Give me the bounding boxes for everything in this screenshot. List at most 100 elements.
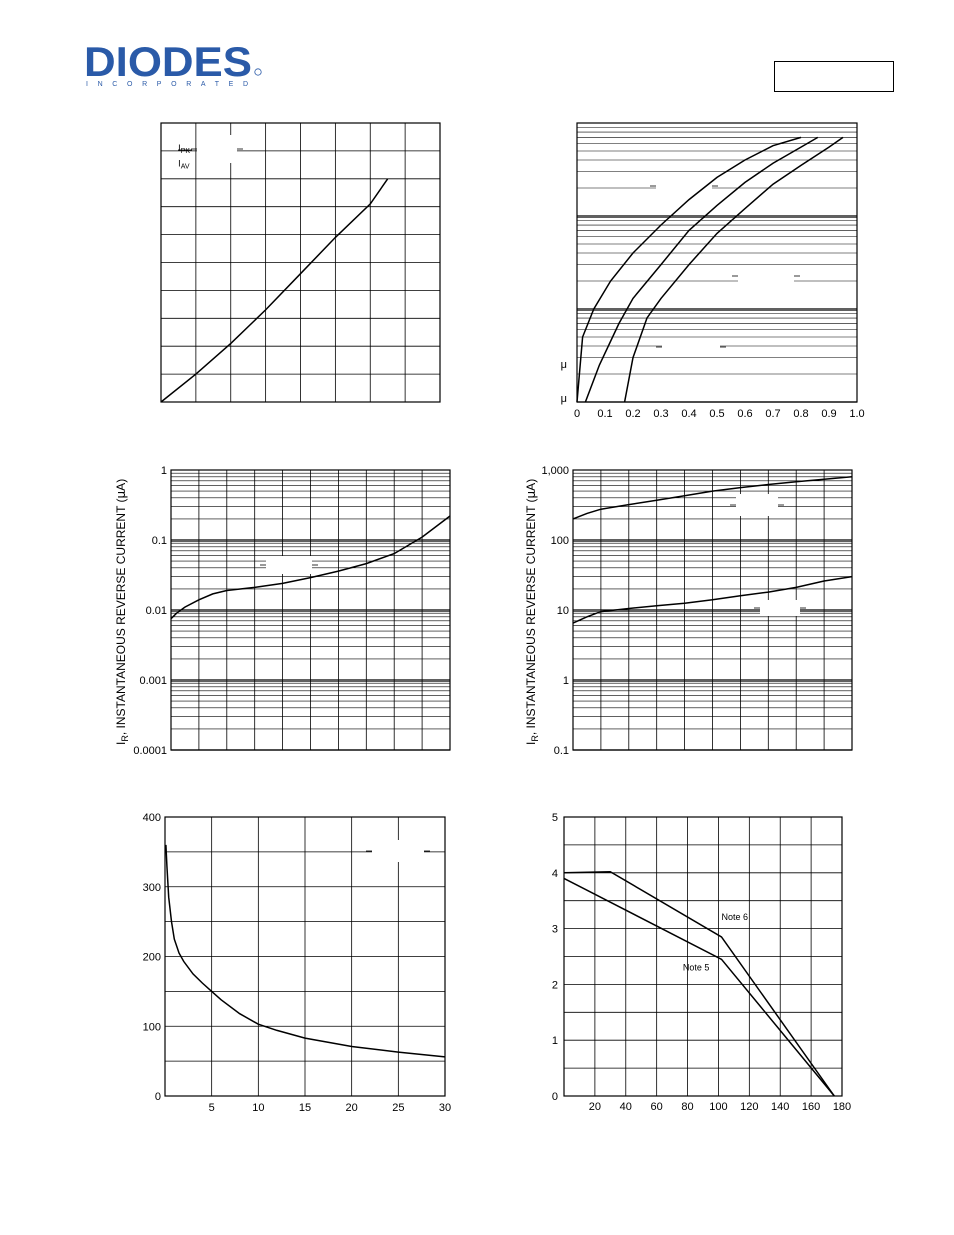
plot-frame — [563, 816, 843, 1097]
diodes-logo: DIODES INCORPORATED — [84, 42, 262, 88]
y-axis-label-part: A) — [114, 479, 128, 491]
part-number-box — [774, 61, 894, 92]
registered-mark-icon — [254, 68, 262, 76]
x-tick-label: 0.9 — [821, 408, 836, 420]
x-tick-label: 15 — [299, 1102, 311, 1114]
y-tick-label: 1 — [563, 675, 569, 687]
series-label-box — [736, 494, 778, 516]
y-tick-label: 100 — [551, 535, 569, 547]
series-label-box — [266, 556, 312, 574]
y-tick-label: 0.1 — [554, 745, 569, 757]
ratio-label-sub: AV — [181, 163, 190, 170]
data-curve-1 — [563, 870, 835, 1097]
plot-frame — [170, 469, 451, 751]
x-tick-label: 20 — [346, 1102, 358, 1114]
x-tick-label: 5 — [209, 1102, 215, 1114]
x-tick-label: 25 — [392, 1102, 404, 1114]
series-label-box — [738, 270, 794, 282]
x-tick-label: 140 — [771, 1101, 789, 1113]
data-curve-1 — [572, 476, 853, 520]
y-axis-label: IR, INSTANTANEOUS REVERSE CURRENT (μA) — [524, 479, 540, 745]
data-curve-3 — [623, 136, 844, 403]
plot-frame — [576, 122, 858, 403]
y-tick-label: 0.1 — [152, 535, 167, 547]
annotation-box — [197, 135, 237, 163]
x-tick-label: 60 — [651, 1101, 663, 1113]
data-curve-1 — [576, 136, 802, 403]
data-curve-2 — [572, 575, 853, 624]
ratio-label-sub: PK — [181, 148, 191, 155]
ratio-label-main: I — [178, 158, 181, 168]
y-axis-label-part: I — [524, 742, 538, 745]
x-tick-label: 1.0 — [849, 408, 864, 420]
x-tick-label: 120 — [740, 1101, 758, 1113]
x-tick-label: 20 — [589, 1101, 601, 1113]
x-tick-label: 0.4 — [681, 408, 696, 420]
data-curve-2 — [563, 877, 835, 1097]
ratio-label: IAV — [178, 158, 190, 170]
y-tick-label: 0.01 — [146, 605, 167, 617]
ratio-label-main: I — [178, 143, 181, 153]
plot-frame — [160, 122, 441, 403]
y-tick-label: 1 — [552, 1035, 558, 1047]
y-tick-label: 0 — [552, 1091, 558, 1103]
y-tick-label: 300 — [143, 882, 161, 894]
y-tick-label: 10 — [557, 605, 569, 617]
x-tick-label: 80 — [681, 1101, 693, 1113]
y-axis-label-part: I — [114, 742, 128, 745]
data-curve — [165, 844, 446, 1058]
y-tick-label: 0 — [155, 1091, 161, 1103]
y-axis-label-part: , INSTANTANEOUS REVERSE CURRENT ( — [114, 498, 128, 735]
y-tick-label: 4 — [552, 868, 558, 880]
x-tick-label: 0.5 — [709, 408, 724, 420]
y-tick-label: μ — [561, 393, 567, 405]
y-axis-label-part: , INSTANTANEOUS REVERSE CURRENT ( — [524, 498, 538, 735]
data-curve — [160, 178, 389, 403]
x-tick-label: 180 — [833, 1101, 851, 1113]
x-tick-label: 160 — [802, 1101, 820, 1113]
y-axis-label-part: μ — [524, 490, 538, 498]
y-tick-label: 1,000 — [541, 465, 569, 477]
series-label-box — [760, 600, 800, 616]
y-axis-label-part: μ — [114, 490, 128, 498]
plot-frame — [164, 816, 446, 1097]
y-tick-label: μ — [561, 359, 567, 371]
y-tick-label: 5 — [552, 812, 558, 824]
y-axis-label-part: A) — [524, 479, 538, 491]
y-axis-label-part: R — [530, 735, 540, 742]
data-curve — [170, 515, 451, 620]
series-label-box — [656, 180, 712, 192]
y-tick-label: 200 — [143, 952, 161, 964]
x-tick-label: 10 — [252, 1102, 264, 1114]
x-tick-label: 40 — [620, 1101, 632, 1113]
y-tick-label: 0.001 — [139, 675, 167, 687]
y-axis-label-part: R — [120, 735, 130, 742]
x-tick-label: 0.1 — [597, 408, 612, 420]
x-tick-label: 30 — [439, 1102, 451, 1114]
data-curve-2 — [584, 136, 819, 403]
series-annotation: Note 6 — [722, 912, 749, 922]
x-tick-label: 0 — [574, 408, 580, 420]
ratio-label: IPK — [178, 143, 190, 155]
y-tick-label: 100 — [143, 1021, 161, 1033]
x-tick-label: 0.2 — [625, 408, 640, 420]
x-tick-label: 0.3 — [653, 408, 668, 420]
x-tick-label: 0.7 — [765, 408, 780, 420]
x-tick-label: 100 — [709, 1101, 727, 1113]
x-tick-label: 0.6 — [737, 408, 752, 420]
series-label-box — [372, 840, 424, 862]
series-annotation: Note 5 — [683, 962, 710, 972]
y-tick-label: 400 — [143, 812, 161, 824]
y-tick-label: 2 — [552, 979, 558, 991]
logo-wordmark: DIODES — [84, 42, 252, 85]
y-axis-label: IR, INSTANTANEOUS REVERSE CURRENT (μA) — [114, 479, 130, 745]
series-label-box — [662, 340, 720, 354]
y-tick-label: 1 — [161, 465, 167, 477]
y-tick-label: 0.0001 — [133, 745, 167, 757]
